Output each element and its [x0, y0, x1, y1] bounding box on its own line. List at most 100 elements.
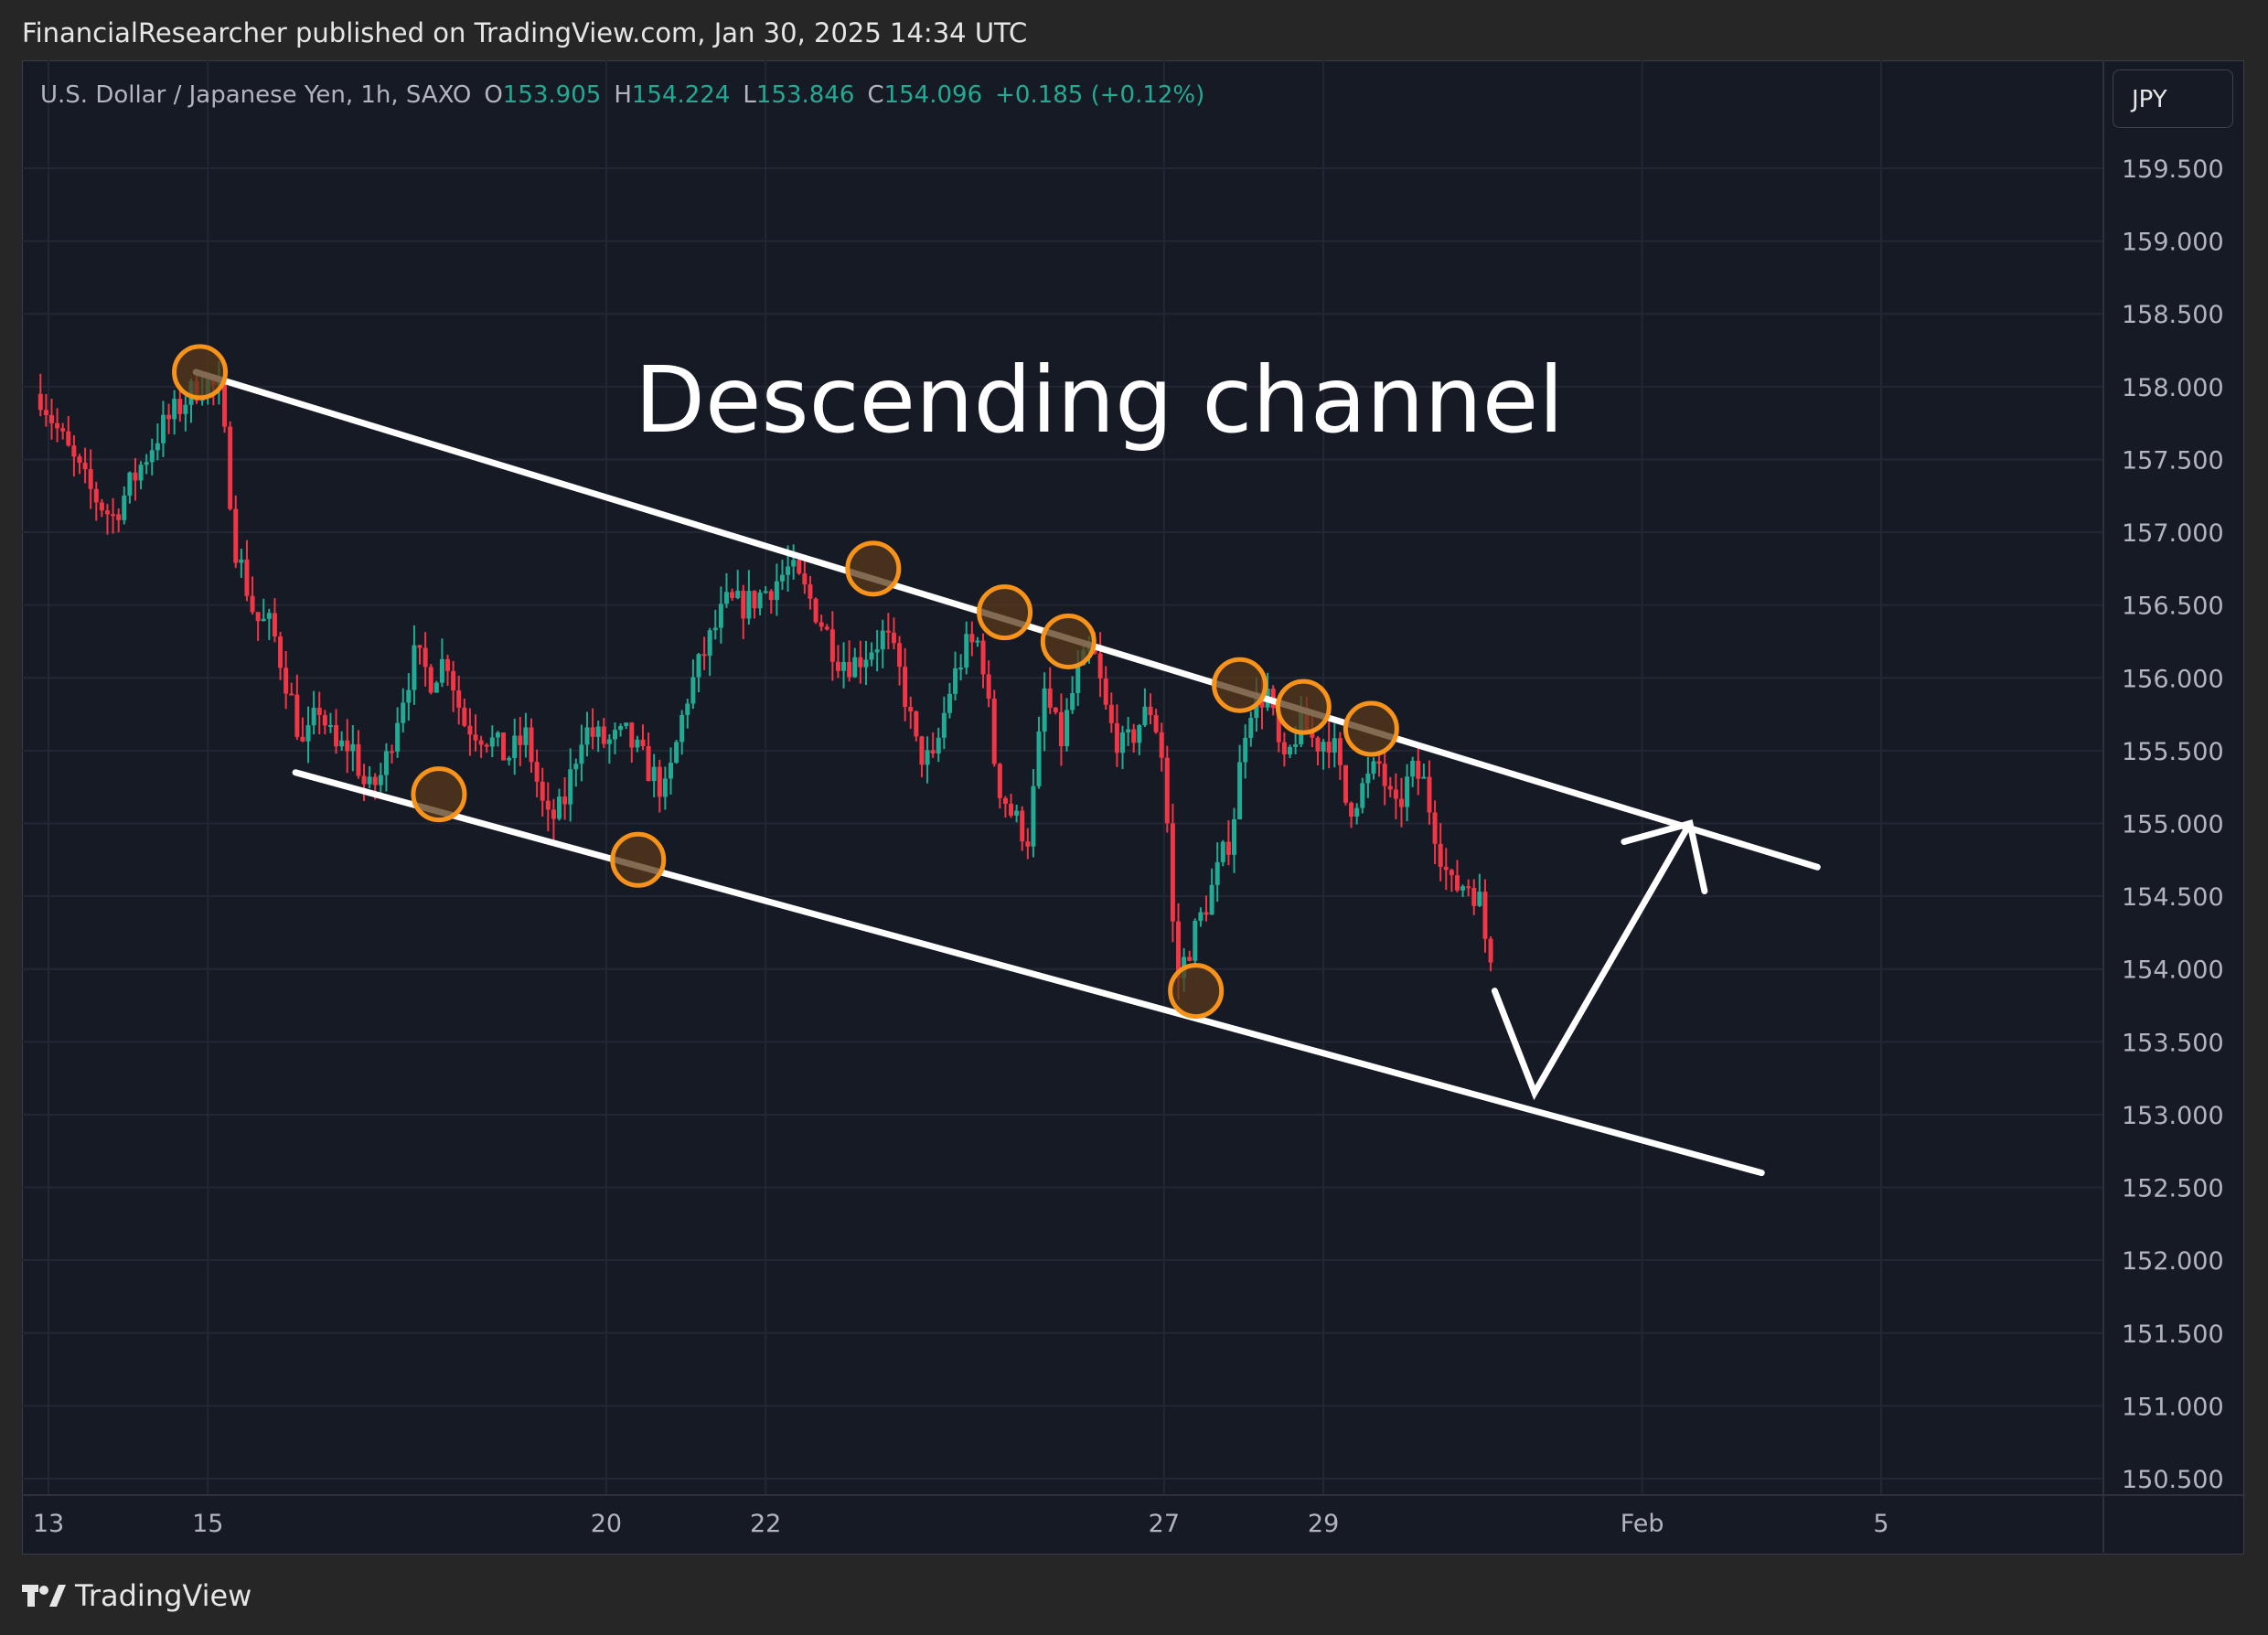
candle-body: [401, 702, 406, 723]
price-tick-label: 157.500: [2122, 446, 2224, 475]
candle-body: [361, 775, 367, 785]
candle-body: [66, 431, 71, 446]
touch-point-marker[interactable]: [1040, 613, 1097, 669]
candle-body: [903, 667, 908, 707]
candle-body: [294, 694, 300, 737]
candle-body: [484, 744, 489, 747]
candle-body: [1281, 742, 1287, 754]
candle-body: [557, 796, 562, 819]
candle-body: [183, 404, 188, 414]
touch-point-marker[interactable]: [977, 584, 1033, 641]
descending-channel-label[interactable]: Descending channel: [635, 347, 1564, 454]
touch-point-marker[interactable]: [1275, 679, 1332, 735]
price-tick-label: 156.500: [2122, 593, 2224, 621]
candle-body: [1114, 722, 1119, 753]
candle-body: [802, 573, 808, 585]
candle-body: [77, 456, 82, 464]
time-tick-label: 27: [1149, 1510, 1180, 1538]
candle-body: [250, 595, 255, 613]
candle-body: [1360, 783, 1365, 808]
candle-body: [612, 730, 617, 740]
candle-body: [1164, 757, 1170, 824]
candle-body: [752, 591, 757, 609]
price-tick-label: 156.000: [2122, 665, 2224, 693]
candle-body: [685, 703, 690, 715]
candle-body: [1376, 761, 1382, 764]
candle-body: [986, 674, 991, 699]
touch-point-marker[interactable]: [1168, 963, 1225, 1020]
candle-body: [908, 706, 914, 711]
candle-body: [529, 727, 534, 763]
candle-body: [1176, 921, 1182, 978]
candle-body: [579, 744, 584, 764]
low-label: L: [743, 81, 756, 109]
low-value: 153.846: [755, 81, 855, 109]
candle-body: [1225, 841, 1231, 855]
candle-body: [568, 769, 573, 805]
candle-body: [278, 636, 284, 668]
candle-body: [523, 727, 529, 745]
candle-body: [1031, 785, 1036, 847]
candle-body: [662, 778, 668, 797]
candle-body: [445, 658, 451, 671]
candle-body: [885, 630, 891, 633]
touch-point-marker[interactable]: [845, 540, 902, 597]
candle-body: [478, 740, 484, 745]
touch-point-marker[interactable]: [1343, 700, 1399, 757]
candle-body: [1002, 797, 1008, 804]
candle-body: [111, 514, 116, 517]
candle-body: [1042, 688, 1047, 732]
candle-body: [1036, 732, 1042, 786]
candle-body: [228, 426, 233, 509]
candle-body: [1315, 737, 1321, 752]
candle-body: [1466, 886, 1471, 889]
candle-body: [735, 590, 741, 598]
candle-body: [289, 693, 294, 696]
candle-body: [1014, 810, 1020, 816]
candle-body: [1488, 938, 1493, 963]
candle-body: [155, 443, 160, 451]
candle-body: [534, 762, 540, 782]
candle-body: [852, 657, 858, 678]
candle-body: [1159, 732, 1164, 758]
candle-body: [383, 751, 389, 775]
candle-body: [334, 725, 339, 747]
candle-body: [300, 736, 305, 742]
price-tick-label: 159.500: [2122, 155, 2224, 184]
candle-body: [428, 667, 433, 693]
currency-button[interactable]: JPY: [2113, 69, 2233, 128]
chart-panel[interactable]: [22, 60, 2244, 1555]
candle-body: [1025, 841, 1031, 847]
publish-header: FinancialResearcher published on Trading…: [0, 0, 2268, 60]
footer-brand[interactable]: TradingView: [22, 1573, 251, 1619]
projection-arrow[interactable]: [1491, 820, 1694, 1101]
touch-point-marker[interactable]: [610, 831, 667, 888]
channel-lower-line[interactable]: [292, 769, 1765, 1177]
candle-body: [668, 763, 673, 779]
candle-body: [1108, 704, 1114, 723]
candle-body: [1020, 810, 1025, 842]
candle-body: [1387, 785, 1393, 790]
price-tick-label: 159.000: [2122, 229, 2224, 257]
candle-body: [891, 632, 896, 644]
candle-body: [975, 640, 980, 643]
candle-body: [1220, 841, 1225, 862]
candle-body: [635, 739, 640, 748]
candle-body: [573, 764, 579, 770]
candle-body: [1482, 892, 1488, 939]
candle-body: [395, 722, 401, 752]
candle-body: [467, 725, 473, 735]
touch-point-marker[interactable]: [1212, 657, 1268, 713]
candle-body: [1153, 715, 1159, 732]
candle-body: [640, 739, 646, 747]
candle-body: [1064, 710, 1070, 747]
price-tick-label: 154.000: [2122, 956, 2224, 985]
candle-body: [233, 508, 239, 563]
candle-body: [712, 627, 718, 631]
touch-point-marker[interactable]: [411, 766, 467, 823]
candle-body: [1204, 912, 1209, 915]
touch-point-marker[interactable]: [172, 344, 229, 401]
price-tick-label: 158.500: [2122, 301, 2224, 329]
candle-body: [618, 725, 624, 731]
